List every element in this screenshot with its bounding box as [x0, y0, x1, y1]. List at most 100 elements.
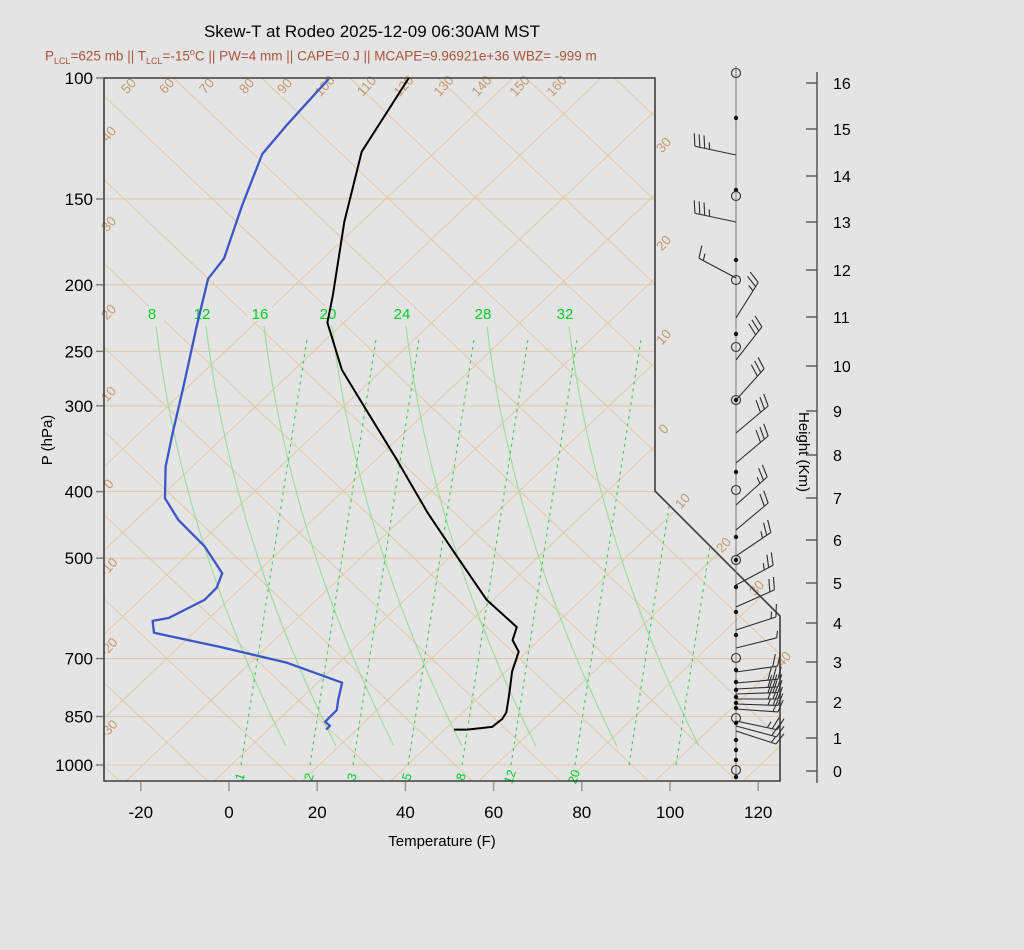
- mixing-ratio-line: [461, 339, 529, 766]
- station-dot: [733, 774, 739, 780]
- wind-barb: [735, 357, 765, 401]
- isotherm-line: [276, 78, 780, 781]
- station-circle: [730, 484, 742, 496]
- station-dot: [733, 687, 739, 693]
- wind-barb: [693, 200, 737, 223]
- wind-barb: [693, 133, 737, 156]
- pressure-tick-label: 250: [65, 342, 93, 361]
- wind-barb: [735, 393, 769, 434]
- wind-barb: [735, 490, 769, 531]
- wind-barb-column: [693, 66, 785, 781]
- isotherm-line: [104, 78, 554, 781]
- wind-barb: [735, 699, 784, 713]
- moist-adiabat-line: [405, 325, 537, 747]
- wind-barb: [735, 693, 784, 707]
- temperature-tick-label: 20: [308, 803, 327, 822]
- station-dot: [733, 757, 739, 763]
- mixing-ratio-line: [675, 339, 743, 766]
- wind-barb: [735, 423, 769, 464]
- height-tick-label: 6: [833, 533, 842, 550]
- isotherm-line: [453, 78, 780, 781]
- grid-labels: 50 60 70 80 90 100 110 120 130 140 150 160403020100…: [97, 73, 795, 786]
- isotherm-line: [717, 78, 780, 781]
- wind-barb: [735, 271, 759, 319]
- wind-barb: [735, 576, 775, 608]
- mixing-ratio-label: 8: [453, 771, 468, 782]
- isotherm-label: 80: [236, 75, 257, 96]
- station-dot: [733, 584, 739, 590]
- isotherm-label: 60: [156, 75, 177, 96]
- mixing-ratio-label: 20: [565, 768, 583, 786]
- temperature-tick-label: 80: [572, 803, 591, 822]
- station-circle: [730, 554, 742, 566]
- pressure-tick-label: 300: [65, 397, 93, 416]
- isotherm-label: 100: [312, 73, 338, 100]
- dry-adiabat-line: [104, 78, 234, 781]
- dry-adiabat-line: [662, 78, 780, 781]
- temperature-tick-label: -20: [129, 803, 154, 822]
- dry-adiabat-line: [104, 78, 763, 781]
- station-dot: [733, 557, 739, 563]
- dry-adiabat-line: [104, 78, 145, 781]
- wind-barb: [735, 653, 781, 673]
- pressure-tick-label: 700: [65, 650, 93, 669]
- isotherm-line: [541, 78, 780, 781]
- isotherm-label: 0: [656, 421, 672, 437]
- height-tick-label: 10: [833, 359, 851, 376]
- dry-adiabat-line: [104, 78, 498, 781]
- wind-barb: [735, 666, 782, 684]
- mixing-ratio-line: [352, 339, 420, 766]
- dry-adiabat-line: [104, 78, 780, 781]
- height-tick-label: 14: [833, 169, 851, 186]
- label-knockout: [390, 306, 414, 321]
- dry-adiabat-line: [104, 78, 586, 781]
- isotherm-line: [104, 78, 730, 781]
- grid-lines: [104, 40, 1024, 805]
- isotherm-label: 160: [544, 73, 570, 100]
- station-dot: [733, 747, 739, 753]
- mixing-ratio-label: 2: [301, 771, 316, 782]
- station-dot: [733, 534, 739, 540]
- station-dot: [733, 720, 739, 726]
- wind-barb: [735, 315, 763, 361]
- wind-barb: [735, 674, 783, 690]
- station-circle: [730, 190, 742, 202]
- isotherm-line: [895, 40, 1024, 805]
- pressure-tick-label: 1000: [55, 756, 93, 775]
- moist-adiabat-label: 24: [394, 306, 411, 323]
- mixing-ratio-label: 12: [501, 768, 519, 786]
- isotherm-label: 130: [431, 73, 457, 100]
- wind-barb: [735, 464, 768, 506]
- isotherm-label: 30: [653, 134, 674, 155]
- station-dot: [733, 679, 739, 685]
- pressure-tick-label: 850: [65, 708, 93, 727]
- station-dot: [733, 667, 739, 673]
- isotherm-label: 20: [98, 301, 119, 322]
- station-circle: [730, 341, 742, 353]
- moist-adiabat-label: 8: [148, 306, 156, 323]
- label-knockout: [471, 306, 495, 321]
- moist-adiabat-label: 20: [320, 306, 337, 323]
- chart-title: Skew-T at Rodeo 2025-12-09 06:30AM MST: [203, 22, 541, 41]
- wind-barb: [735, 604, 777, 631]
- isotherm-line: [983, 40, 1024, 805]
- station-dot: [733, 397, 739, 403]
- label-knockout: [190, 306, 214, 321]
- moist-adiabat-label: 16: [252, 306, 269, 323]
- isotherm-label: 30: [746, 577, 767, 598]
- height-tick-label: 0: [833, 764, 842, 781]
- moist-adiabat-line: [263, 325, 395, 747]
- dry-adiabat-line: [485, 78, 780, 781]
- isotherm-line: [806, 40, 1024, 805]
- station-dot: [733, 700, 739, 706]
- station-circle: [730, 394, 742, 406]
- dry-adiabat-line: [133, 78, 780, 781]
- label-knockout: [248, 306, 272, 321]
- mixing-ratio-line: [407, 339, 475, 766]
- height-tick-label: 4: [833, 616, 842, 633]
- mixing-ratio-line: [309, 339, 377, 766]
- isotherm-line: [104, 78, 642, 781]
- pressure-tick-label: 100: [65, 69, 93, 88]
